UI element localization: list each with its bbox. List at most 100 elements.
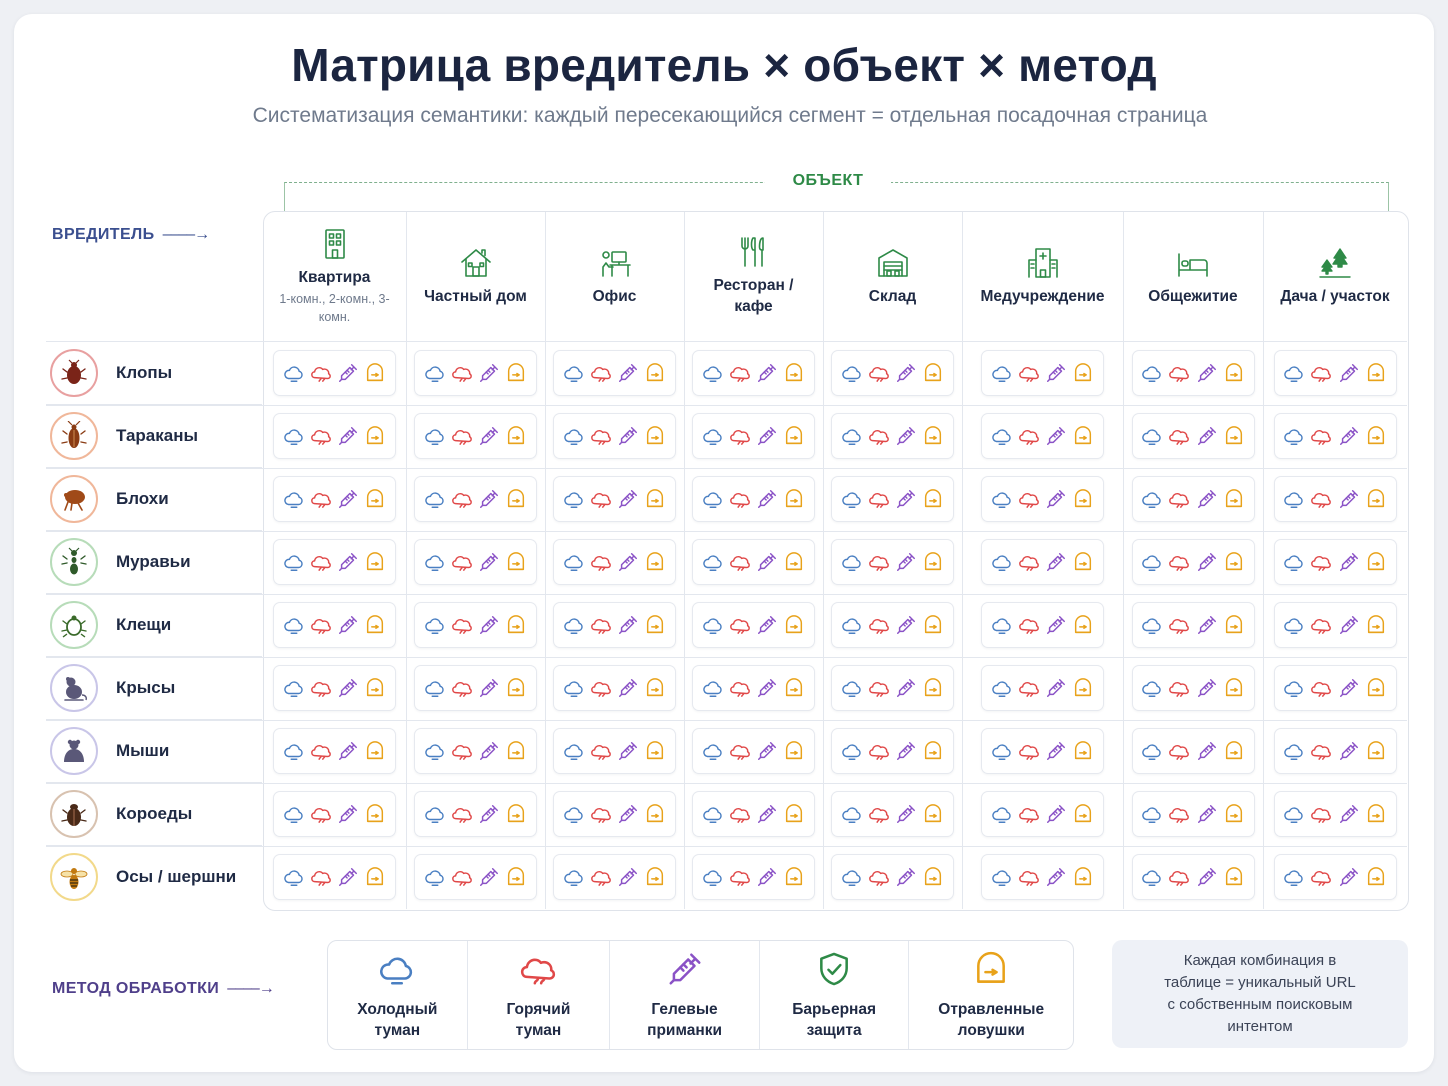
matrix-cell[interactable] [692, 665, 815, 711]
hot-fog-icon [868, 488, 890, 510]
column-divider [823, 340, 824, 909]
matrix-cell[interactable] [1131, 350, 1255, 396]
matrix-cell[interactable] [273, 854, 396, 900]
hot-fog-icon [590, 677, 612, 699]
matrix-cell[interactable] [1131, 854, 1255, 900]
matrix-cell[interactable] [981, 791, 1104, 837]
matrix-cell[interactable] [831, 413, 954, 459]
matrix-cell[interactable] [981, 665, 1104, 711]
matrix-cell[interactable] [414, 602, 537, 648]
matrix-cell[interactable] [1273, 791, 1397, 837]
matrix-cell[interactable] [553, 854, 676, 900]
matrix-cell[interactable] [1273, 854, 1397, 900]
matrix-cell[interactable] [831, 728, 954, 774]
cold-fog-icon [1141, 362, 1163, 384]
matrix-cell[interactable] [414, 539, 537, 585]
matrix-cell[interactable] [692, 602, 815, 648]
matrix-cell[interactable] [273, 791, 396, 837]
legend-label: Горячий туман [506, 1000, 571, 1039]
matrix-cell[interactable] [831, 791, 954, 837]
matrix-cell[interactable] [553, 791, 676, 837]
matrix-cell[interactable] [1273, 476, 1397, 522]
wasp-icon [50, 853, 98, 901]
gel-syringe-icon [478, 866, 500, 888]
matrix-cell[interactable] [553, 476, 676, 522]
matrix-cell[interactable] [981, 413, 1104, 459]
hot-fog-icon [868, 614, 890, 636]
matrix-cell[interactable] [1131, 476, 1255, 522]
matrix-cell[interactable] [1273, 728, 1397, 774]
matrix-cell[interactable] [273, 413, 396, 459]
matrix-cell[interactable] [831, 539, 954, 585]
matrix-cell[interactable] [273, 476, 396, 522]
cold-fog-icon [1283, 614, 1305, 636]
matrix-cell[interactable] [831, 665, 954, 711]
matrix-cell[interactable] [1131, 791, 1255, 837]
matrix-cell[interactable] [981, 602, 1104, 648]
matrix-cell[interactable] [1273, 665, 1397, 711]
matrix-cell[interactable] [831, 602, 954, 648]
matrix-cell[interactable] [273, 602, 396, 648]
matrix-cell[interactable] [1131, 602, 1255, 648]
matrix-cell[interactable] [692, 413, 815, 459]
matrix-cell[interactable] [414, 791, 537, 837]
poison-trap-icon [505, 551, 527, 573]
matrix-cell[interactable] [553, 350, 676, 396]
poison-trap-icon [1223, 803, 1245, 825]
matrix-cell[interactable] [981, 539, 1104, 585]
warehouse-icon [876, 246, 910, 280]
matrix-cell[interactable] [1273, 602, 1397, 648]
matrix-cell[interactable] [692, 728, 815, 774]
matrix-cell[interactable] [1273, 350, 1397, 396]
matrix-cell[interactable] [553, 413, 676, 459]
matrix-cell[interactable] [1273, 539, 1397, 585]
matrix-cell[interactable] [553, 728, 676, 774]
matrix-cell[interactable] [981, 476, 1104, 522]
cold-fog-icon [1283, 488, 1305, 510]
matrix-cell[interactable] [414, 413, 537, 459]
row-divider [46, 405, 1407, 406]
gel-syringe-icon [895, 866, 917, 888]
hot-fog-icon [1168, 362, 1190, 384]
matrix-cell[interactable] [1273, 413, 1397, 459]
matrix-cell[interactable] [553, 539, 676, 585]
matrix-cell[interactable] [1131, 665, 1255, 711]
hot-fog-icon [729, 740, 751, 762]
matrix-cell[interactable] [692, 539, 815, 585]
matrix-cell[interactable] [831, 854, 954, 900]
gel-syringe-icon [895, 551, 917, 573]
matrix-cell[interactable] [553, 602, 676, 648]
matrix-cell[interactable] [981, 854, 1104, 900]
matrix-cell[interactable] [553, 665, 676, 711]
row-label: Клопы [116, 363, 173, 382]
row-header: Клопы [46, 342, 262, 405]
matrix-cell[interactable] [414, 476, 537, 522]
matrix-cell[interactable] [1131, 413, 1255, 459]
matrix-cell[interactable] [273, 539, 396, 585]
matrix-cell[interactable] [273, 728, 396, 774]
matrix-cell[interactable] [981, 350, 1104, 396]
gel-syringe-icon [1196, 677, 1218, 699]
poison-trap-icon [1072, 362, 1094, 384]
matrix-cell[interactable] [273, 350, 396, 396]
gel-syringe-icon [895, 362, 917, 384]
matrix-cell[interactable] [273, 665, 396, 711]
matrix-cell[interactable] [414, 728, 537, 774]
matrix-cell[interactable] [1131, 539, 1255, 585]
matrix-cell[interactable] [692, 854, 815, 900]
matrix-cell[interactable] [1131, 728, 1255, 774]
poison-trap-icon [783, 362, 805, 384]
matrix-cell[interactable] [692, 350, 815, 396]
hot-fog-icon [310, 866, 332, 888]
gel-syringe-icon [337, 362, 359, 384]
matrix-cell[interactable] [831, 476, 954, 522]
matrix-cell[interactable] [414, 350, 537, 396]
matrix-cell[interactable] [981, 728, 1104, 774]
matrix-cell[interactable] [831, 350, 954, 396]
matrix-cell[interactable] [414, 854, 537, 900]
hot-fog-icon [310, 614, 332, 636]
matrix-cell[interactable] [692, 791, 815, 837]
gel-syringe-icon [756, 425, 778, 447]
matrix-cell[interactable] [692, 476, 815, 522]
matrix-cell[interactable] [414, 665, 537, 711]
